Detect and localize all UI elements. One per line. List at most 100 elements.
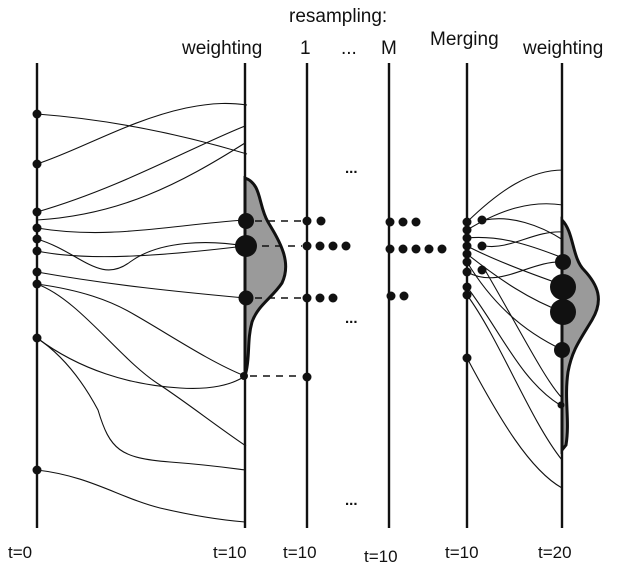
- merged-particles: [462, 215, 487, 363]
- particle: [437, 244, 447, 254]
- particle: [32, 207, 42, 217]
- time-axes: [35, 63, 564, 528]
- trajectory: [36, 113, 248, 155]
- weighted-particle: [550, 299, 576, 325]
- header-merging: Merging: [430, 29, 499, 50]
- particle: [477, 241, 487, 251]
- particle: [399, 291, 409, 301]
- particle: [315, 293, 325, 303]
- trajectory: [484, 218, 564, 241]
- resampled-particles-1: [302, 216, 351, 382]
- weighted-particles-1: [235, 213, 257, 380]
- particle: [302, 372, 312, 382]
- particle: [32, 465, 42, 475]
- particle: [302, 216, 312, 226]
- particle: [32, 279, 42, 289]
- particle: [462, 282, 472, 292]
- trajectory: [466, 261, 564, 279]
- header-weighting-1: weighting: [181, 38, 262, 59]
- weighted-particle: [557, 401, 565, 409]
- header-resample-first: 1: [300, 38, 311, 59]
- trajectory: [36, 219, 246, 234]
- particle: [462, 241, 472, 251]
- time-label-4: t=10: [445, 543, 479, 562]
- particle: [462, 257, 472, 267]
- weighted-particle: [550, 274, 576, 300]
- trajectory: [36, 238, 246, 271]
- particle: [341, 241, 351, 251]
- weight-distribution-1: [243, 175, 288, 374]
- particle: [462, 233, 472, 243]
- weighted-particle: [238, 290, 254, 306]
- weighted-particles-2: [550, 254, 576, 409]
- particle: [424, 244, 434, 254]
- trajectory: [484, 269, 563, 399]
- trajectory: [36, 283, 246, 377]
- particle: [398, 244, 408, 254]
- resample-connectors: [250, 220, 302, 377]
- header-resample-ellipsis: ...: [341, 38, 357, 59]
- trajectory: [36, 245, 246, 258]
- particle: [462, 267, 472, 277]
- trajectory: [36, 125, 246, 213]
- particle: [32, 109, 42, 119]
- time-label-1: t=10: [213, 543, 247, 562]
- particle: [316, 216, 326, 226]
- particle: [462, 225, 472, 235]
- particle: [32, 159, 42, 169]
- ellipsis-bottom: ...: [345, 492, 358, 509]
- particle: [32, 223, 42, 233]
- trajectories-stage-1: [36, 102, 248, 523]
- trajectory: [466, 357, 563, 489]
- particle: [385, 244, 395, 254]
- particle: [386, 291, 396, 301]
- particle: [302, 293, 312, 303]
- particle: [32, 234, 42, 244]
- particle: [32, 267, 42, 277]
- header-resample-last: M: [381, 38, 397, 59]
- particle: [462, 217, 472, 227]
- particle: [328, 241, 338, 251]
- trajectory: [36, 142, 246, 221]
- particle: [411, 217, 421, 227]
- trajectory: [36, 283, 247, 447]
- time-label-5: t=20: [538, 543, 572, 562]
- trajectory: [466, 286, 561, 406]
- trajectory: [466, 169, 564, 223]
- trajectory: [36, 271, 246, 299]
- particle: [315, 241, 325, 251]
- particle: [32, 333, 42, 343]
- trajectory: [466, 261, 564, 351]
- trajectory: [466, 294, 563, 461]
- weighted-particle: [555, 254, 571, 270]
- trajectory: [36, 469, 246, 523]
- time-label-3: t=10: [364, 547, 398, 566]
- particle: [328, 293, 338, 303]
- weighted-particle: [554, 342, 570, 358]
- ellipsis-top: ...: [345, 160, 358, 177]
- particle: [462, 353, 472, 363]
- trajectory: [484, 231, 564, 248]
- particle: [411, 244, 421, 254]
- header-resampling: resampling:: [289, 6, 387, 27]
- time-label-2: t=10: [283, 543, 317, 562]
- particle: [477, 215, 487, 225]
- weighted-particle: [235, 235, 257, 257]
- particles-t0: [32, 109, 42, 475]
- trajectory: [36, 337, 246, 389]
- particle: [385, 217, 395, 227]
- resampled-particles-m: [385, 217, 447, 301]
- particle: [32, 246, 42, 256]
- weight-distribution-2: [560, 216, 600, 455]
- trajectories-stage-2: [466, 169, 564, 489]
- particle: [477, 265, 487, 275]
- weighted-particle: [240, 372, 248, 380]
- particle: [302, 241, 312, 251]
- particle: [462, 290, 472, 300]
- trajectory: [36, 102, 248, 165]
- ellipsis-middle: ...: [345, 310, 358, 327]
- trajectory: [466, 203, 564, 231]
- trajectory: [36, 337, 246, 471]
- trajectory: [466, 245, 564, 286]
